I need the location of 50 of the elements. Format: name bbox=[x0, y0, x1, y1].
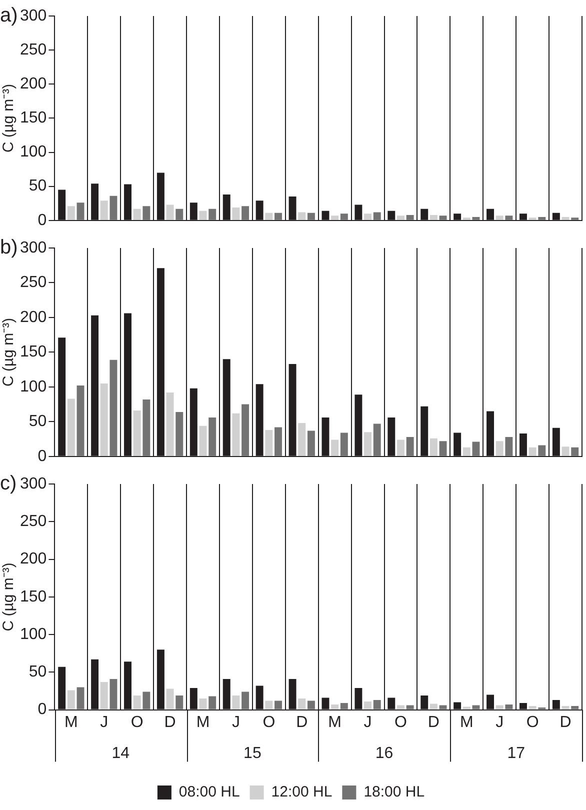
y-tick-label: 300 bbox=[20, 475, 47, 492]
legend-label: 08:00 HL bbox=[178, 784, 240, 801]
x-tick-label: M bbox=[460, 714, 474, 731]
x-tick-label: M bbox=[196, 714, 210, 731]
x-tick-label: D bbox=[428, 714, 440, 731]
text: 14 bbox=[112, 745, 130, 762]
x-tick-label: O bbox=[526, 714, 539, 731]
y-tick-label: 50 bbox=[28, 178, 47, 195]
y-tick-label: 0 bbox=[38, 448, 47, 465]
chart-title: c) bbox=[0, 472, 17, 495]
text: 17 bbox=[507, 745, 526, 762]
y-tick-label: 150 bbox=[20, 588, 47, 606]
y-axis-title: C (µg m⁻³) bbox=[0, 562, 18, 632]
x-tick-label: D bbox=[164, 714, 176, 731]
x-tick-label: M bbox=[328, 714, 342, 731]
y-tick-label: 250 bbox=[20, 41, 47, 58]
y-tick-label: 250 bbox=[20, 274, 47, 292]
y-tick-label: 300 bbox=[20, 7, 47, 24]
y-tick-label: 50 bbox=[28, 664, 47, 681]
x-tick-label: D bbox=[560, 714, 572, 731]
x-tick-label: J bbox=[232, 714, 240, 731]
y-tick-label: 150 bbox=[20, 110, 47, 127]
y-tick-label: 50 bbox=[28, 413, 47, 430]
x-tick-label: J bbox=[496, 714, 504, 731]
y-tick-label: 200 bbox=[20, 76, 47, 93]
chart-title: a) bbox=[0, 4, 18, 27]
text: 15 bbox=[244, 745, 262, 762]
x-tick-label: M bbox=[64, 714, 78, 731]
text: 16 bbox=[375, 745, 394, 762]
y-tick-label: 250 bbox=[20, 513, 47, 530]
legend-label: 18:00 HL bbox=[364, 784, 425, 801]
x-tick-label: J bbox=[364, 714, 372, 731]
y-tick-label: 300 bbox=[20, 239, 47, 256]
y-tick-label: 100 bbox=[20, 378, 47, 396]
y-axis-title: C (µg m⁻³) bbox=[0, 84, 18, 153]
y-tick-label: 100 bbox=[20, 144, 47, 161]
y-tick-label: 200 bbox=[20, 308, 47, 326]
x-tick-label: O bbox=[130, 714, 144, 731]
x-tick-label: O bbox=[394, 714, 407, 731]
x-tick-label: D bbox=[296, 714, 308, 731]
y-tick-label: 200 bbox=[20, 550, 47, 568]
legend-label: 12:00 HL bbox=[271, 784, 332, 801]
y-axis-title: C (µg m⁻³) bbox=[0, 318, 18, 387]
y-tick-label: 0 bbox=[38, 701, 47, 718]
x-tick-label: O bbox=[262, 714, 276, 731]
x-tick-label: J bbox=[100, 714, 108, 731]
y-tick-label: 100 bbox=[20, 626, 47, 643]
y-tick-label: 150 bbox=[20, 344, 47, 361]
y-tick-label: 0 bbox=[38, 212, 47, 229]
chart-title: b) bbox=[0, 236, 18, 259]
